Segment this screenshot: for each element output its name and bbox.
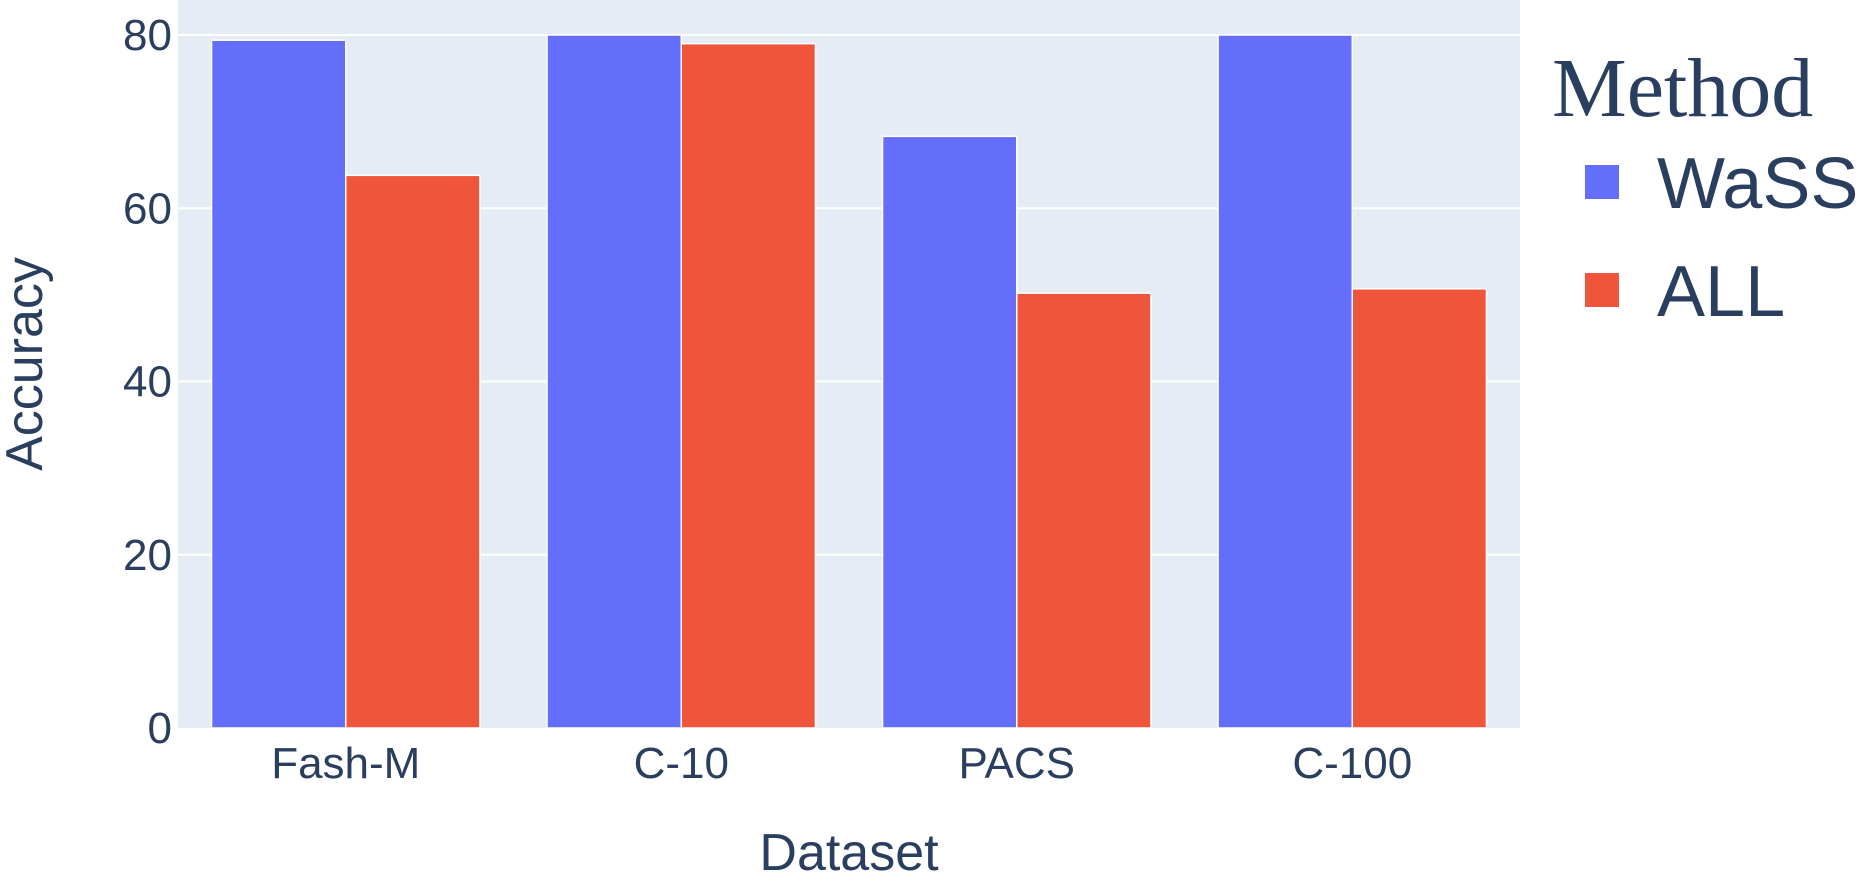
x-tick-label: C-100 [1292, 739, 1412, 788]
x-tick-label: C-10 [634, 739, 729, 788]
y-tick-label: 80 [123, 11, 172, 60]
legend-label-all: ALL [1657, 252, 1785, 332]
bars [210, 34, 1488, 729]
legend-swatch-all [1585, 273, 1619, 307]
legend-label-wass: WaSS [1657, 144, 1858, 224]
x-axis-title: Dataset [759, 824, 939, 872]
bar-all-c-10 [680, 42, 817, 729]
legend-swatch-wass [1585, 165, 1619, 199]
bar-wass-c-10 [546, 34, 682, 729]
legend: Method WaSS ALL [1552, 42, 1858, 332]
legend-title: Method [1552, 42, 1813, 135]
bar-wass-pacs [881, 135, 1018, 729]
x-axis-ticks: Fash-M C-10 PACS C-100 [271, 739, 1412, 788]
bar-wass-c-100 [1217, 34, 1354, 729]
y-tick-label: 0 [148, 704, 172, 753]
bar-all-c-100 [1351, 288, 1488, 729]
bar-all-pacs [1016, 292, 1152, 729]
y-axis-ticks: 0 20 40 60 80 [123, 11, 172, 753]
x-tick-label: PACS [958, 739, 1075, 788]
x-tick-label: Fash-M [271, 739, 420, 788]
bar-wass-fash-m [210, 39, 347, 729]
bar-all-fash-m [345, 174, 481, 729]
y-tick-label: 40 [123, 358, 172, 407]
y-tick-label: 20 [123, 531, 172, 580]
y-axis-title: Accuracy [0, 257, 54, 471]
y-tick-label: 60 [123, 184, 172, 233]
